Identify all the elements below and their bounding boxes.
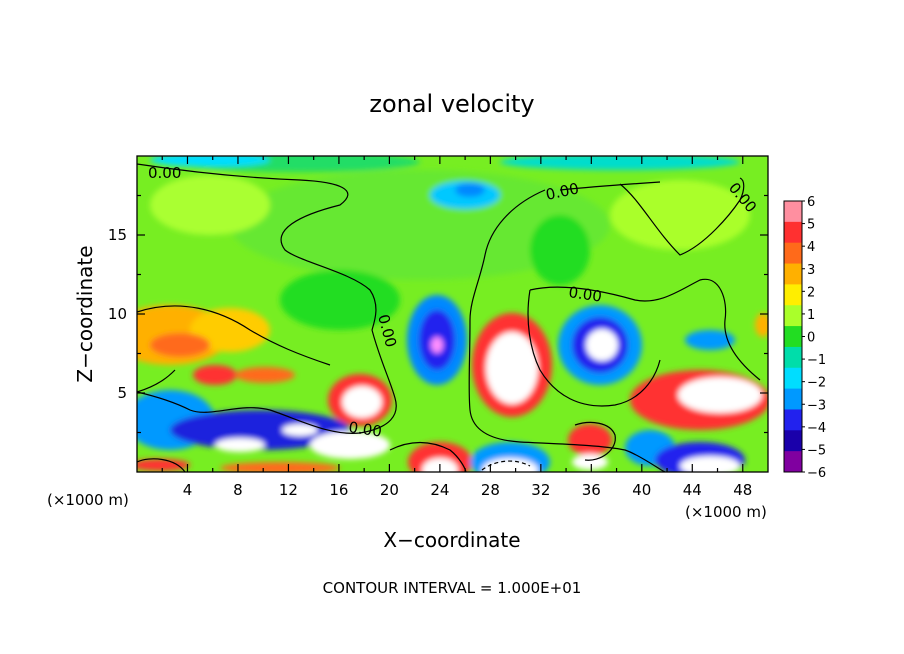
chart-title: zonal velocity — [369, 90, 534, 118]
x-tick-label: 44 — [683, 481, 702, 499]
colorbar-segment — [784, 451, 802, 473]
field-patch — [310, 431, 390, 459]
contour-line — [527, 289, 661, 407]
contour-line — [137, 329, 397, 434]
field-patch — [680, 456, 740, 472]
contour-line — [389, 441, 467, 472]
colorbar-segment — [784, 346, 802, 369]
colorbar-segment — [784, 409, 802, 431]
contour-line — [619, 177, 745, 256]
colorbar-label: −6 — [807, 466, 826, 481]
field-patch — [755, 313, 768, 337]
contour-label: 0.00 — [567, 283, 603, 305]
colorbar-label: −5 — [807, 443, 826, 458]
contour-line — [137, 305, 331, 366]
field-patch — [431, 337, 443, 353]
x-tick-label: 48 — [733, 481, 752, 499]
field-patch — [215, 438, 265, 452]
velocity-field — [137, 156, 768, 472]
plot-area: 0.00 0.00 0.00 0.00 0.00 0.00 — [137, 156, 768, 472]
contour-line — [137, 163, 377, 331]
contour-line — [137, 369, 176, 393]
colorbar-label: −3 — [807, 398, 826, 413]
colorbar-label: 6 — [807, 195, 815, 210]
field-patch — [193, 365, 237, 385]
x-tick-label: 24 — [430, 481, 449, 499]
field-patch — [586, 329, 618, 361]
x-unit-left: (×1000 m) — [47, 491, 129, 509]
field-patch — [150, 333, 210, 357]
field-patch — [235, 367, 295, 383]
field-patch — [455, 183, 485, 197]
y-tick-label: 5 — [117, 384, 127, 402]
colorbar-segment — [784, 242, 802, 265]
colorbar-segment — [784, 326, 802, 348]
colorbar: 6 5 4 3 2 1 0 −1 −2 −3 −4 −5 −6 — [783, 195, 826, 481]
field-patch — [610, 180, 750, 250]
colorbar-segment — [784, 388, 802, 410]
colorbar-label: −2 — [807, 376, 826, 391]
colorbar-label: 2 — [807, 285, 815, 300]
field-patch — [530, 215, 590, 285]
colorbar-label: −1 — [807, 353, 826, 368]
contour-label: 0.00 — [148, 164, 181, 182]
contour-line — [574, 421, 616, 461]
field-patch — [150, 175, 270, 235]
colorbar-segment — [784, 430, 802, 452]
field-patch — [568, 424, 612, 456]
x-unit-right: (×1000 m) — [685, 503, 767, 521]
x-tick-label: 20 — [380, 481, 399, 499]
colorbar-segment — [784, 367, 802, 390]
field-patch — [486, 332, 538, 404]
field-patch — [150, 156, 270, 167]
colorbar-label: 3 — [807, 263, 815, 278]
contour-line — [529, 278, 761, 381]
field-patch — [230, 170, 610, 280]
x-tick-label: 40 — [632, 481, 651, 499]
colorbar-label: 0 — [807, 331, 815, 346]
field-patch — [678, 377, 762, 413]
field-patch — [282, 424, 318, 436]
contour-line — [559, 181, 661, 191]
field-patch — [685, 330, 735, 350]
field-patch — [482, 458, 538, 472]
colorbar-segment — [784, 284, 802, 306]
x-tick-label: 36 — [582, 481, 601, 499]
axis-ticks — [137, 156, 768, 472]
colorbar-label: 4 — [807, 240, 815, 255]
colorbar-segment — [784, 263, 802, 285]
y-tick-label: 10 — [108, 305, 127, 323]
colorbar-segment — [784, 221, 802, 244]
field-patch — [342, 386, 382, 418]
y-axis-label: Z−coordinate — [73, 245, 97, 382]
zero-contours — [137, 163, 761, 472]
y-tick-label: 15 — [108, 226, 127, 244]
field-patch — [190, 308, 270, 352]
contour-interval-note: CONTOUR INTERVAL = 1.000E+01 — [323, 579, 582, 597]
colorbar-label: −4 — [807, 421, 826, 436]
x-tick-label: 16 — [329, 481, 348, 499]
contour-label: 0.00 — [347, 418, 383, 440]
x-tick-label: 28 — [481, 481, 500, 499]
contour-line — [468, 189, 666, 472]
colorbar-segment — [784, 305, 802, 327]
colorbar-segment — [784, 201, 802, 223]
x-axis-label: X−coordinate — [383, 528, 520, 552]
field-patch — [170, 410, 350, 450]
x-tick-label: 8 — [233, 481, 243, 499]
x-tick-label: 4 — [183, 481, 193, 499]
colorbar-label: 1 — [807, 308, 815, 323]
field-patch — [500, 156, 740, 170]
field-patch — [280, 270, 400, 330]
x-tick-label: 12 — [279, 481, 298, 499]
x-tick-label: 32 — [531, 481, 550, 499]
colorbar-label: 5 — [807, 218, 815, 233]
field-patch — [220, 462, 340, 472]
contour-line — [137, 458, 186, 472]
field-patch — [137, 459, 190, 471]
